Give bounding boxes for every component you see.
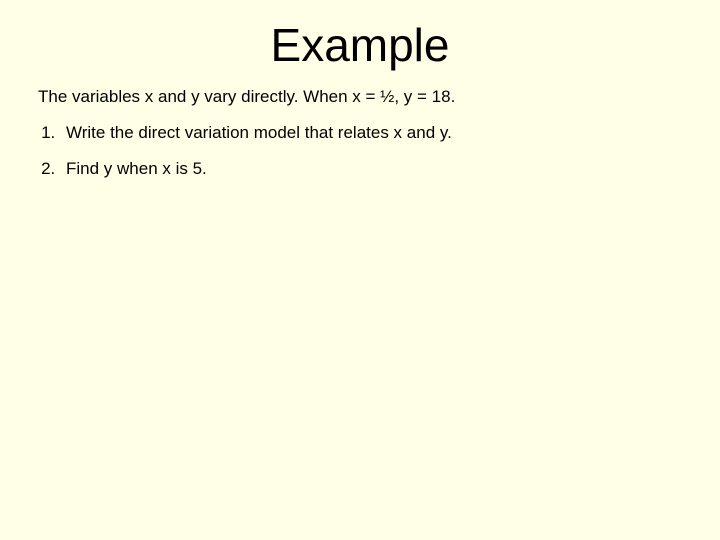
slide-title: Example	[38, 18, 682, 72]
intro-text: The variables x and y vary directly. Whe…	[38, 86, 682, 108]
list-item-text: Find y when x is 5.	[66, 159, 207, 178]
list-item: Find y when x is 5.	[60, 158, 682, 180]
question-list: Write the direct variation model that re…	[38, 122, 682, 180]
list-item-text: Write the direct variation model that re…	[66, 123, 452, 142]
list-item: Write the direct variation model that re…	[60, 122, 682, 144]
